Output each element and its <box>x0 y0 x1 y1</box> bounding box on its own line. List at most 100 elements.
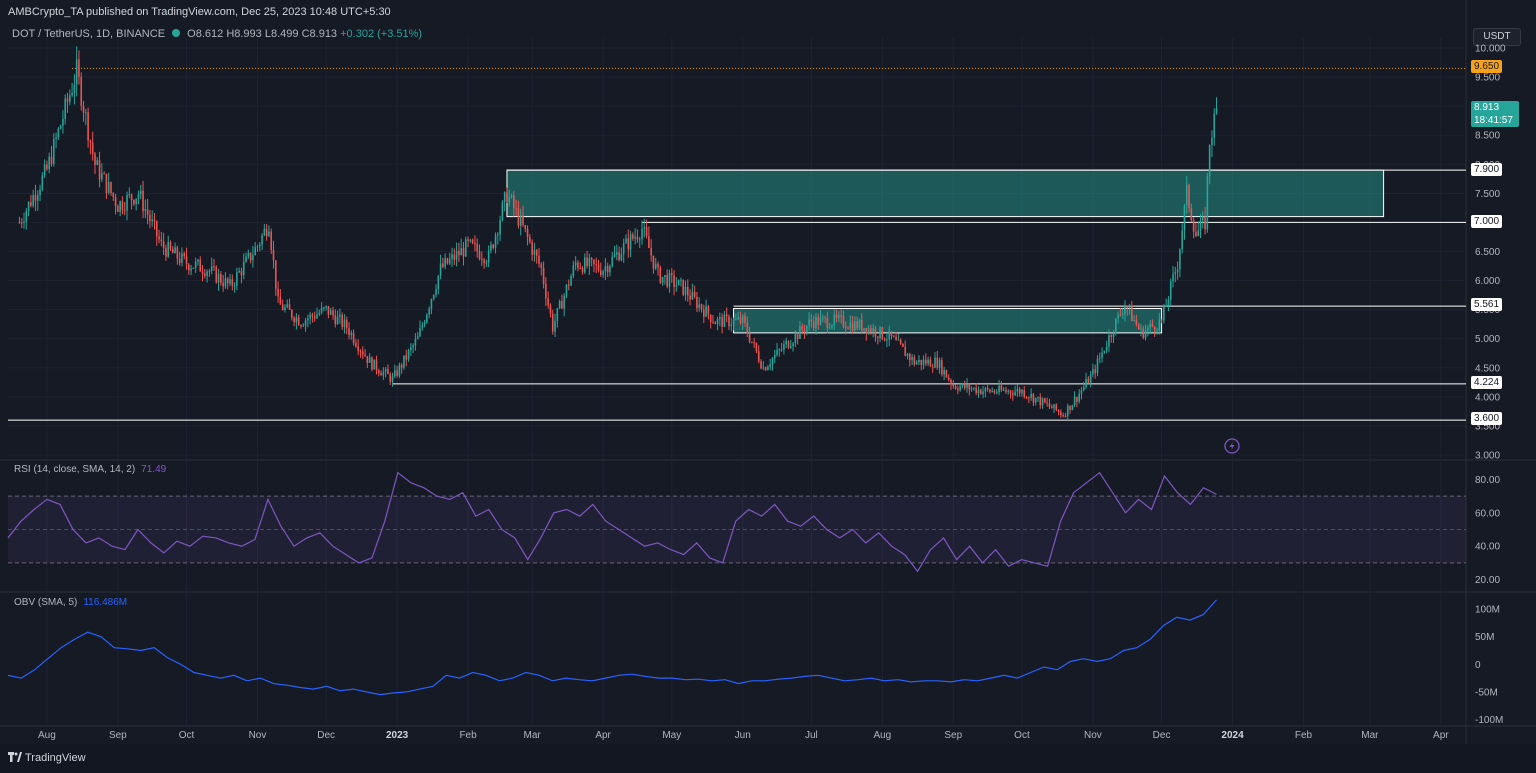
candle-body <box>1069 405 1071 410</box>
candle-body <box>460 248 462 256</box>
candle-body <box>158 236 160 240</box>
time-axis-tick-label: Mar <box>524 730 542 741</box>
candle-body <box>119 201 121 212</box>
price-axis[interactable]: 10.0009.5009.0008.5008.0007.5007.0006.50… <box>1475 44 1506 726</box>
price-axis-tick-label: 3.000 <box>1475 451 1500 462</box>
candle-body <box>1014 391 1016 396</box>
candle-body <box>382 371 385 376</box>
candle-body <box>776 349 778 356</box>
candle-body <box>1078 393 1080 402</box>
candle-body <box>943 370 945 375</box>
candle-body <box>1060 411 1062 416</box>
time-axis-tick-label: Apr <box>595 730 611 741</box>
candle-body <box>915 362 918 365</box>
candle-body <box>767 366 769 371</box>
candle-body <box>503 192 506 203</box>
candle-body <box>1092 369 1094 375</box>
candle-body <box>149 215 151 222</box>
candle-body <box>368 357 371 363</box>
candle-body <box>371 357 373 370</box>
candle-body <box>799 326 801 339</box>
flash-icon[interactable] <box>1224 438 1240 454</box>
candle-body <box>959 386 961 391</box>
candle-body <box>270 231 273 250</box>
candle-body <box>892 336 895 338</box>
candle-body <box>394 370 396 377</box>
candle-body <box>796 333 799 339</box>
candle-body <box>806 325 808 332</box>
candle-body <box>535 250 538 256</box>
candle-body <box>732 319 735 325</box>
candle-body <box>783 344 785 350</box>
candle-body <box>94 153 96 165</box>
candle-body <box>355 342 357 347</box>
candle-body <box>785 341 788 345</box>
candle-body <box>217 274 220 283</box>
candle-body <box>1046 402 1048 404</box>
candle-body <box>222 282 224 287</box>
candle-body <box>499 220 501 235</box>
time-axis-tick-label: Sep <box>944 730 962 741</box>
candle-body <box>803 330 806 332</box>
candle-body <box>824 317 826 319</box>
price-tag-7900: 7.900 <box>1471 163 1503 176</box>
candlestick-series <box>18 46 1218 422</box>
candle-body <box>375 359 378 371</box>
candle-body <box>194 261 197 268</box>
candle-body <box>725 314 728 317</box>
candle-body <box>890 331 893 337</box>
candle-body <box>986 388 989 390</box>
candle-body <box>931 366 934 368</box>
obv-legend-label[interactable]: OBV (SMA, 5) <box>14 597 78 608</box>
candle-body <box>68 95 71 102</box>
time-axis-tick-label: Nov <box>249 730 267 741</box>
candle-body <box>1062 415 1064 417</box>
candle-body <box>286 304 289 308</box>
candle-body <box>1005 389 1007 392</box>
candle-body <box>403 355 405 368</box>
rsi-axis-tick-label: 20.00 <box>1475 575 1500 586</box>
tradingview-logo[interactable]: TradingView <box>8 752 86 764</box>
candle-body <box>332 310 334 316</box>
candle-body <box>1094 369 1097 373</box>
time-axis-tick-label: 2024 <box>1221 730 1244 741</box>
candle-body <box>165 248 167 257</box>
candle-body <box>810 319 813 322</box>
candle-body <box>284 307 286 311</box>
candle-body <box>565 284 568 296</box>
candle-body <box>318 312 321 315</box>
time-axis-tick-label: Oct <box>179 730 195 741</box>
obv-axis-tick-label: -50M <box>1475 687 1498 698</box>
candle-body <box>867 327 870 334</box>
candle-body <box>606 266 609 273</box>
candle-body <box>684 286 687 295</box>
candle-body <box>1121 313 1124 315</box>
time-axis-tick-label: Aug <box>873 730 891 741</box>
symbol-name[interactable]: DOT / TetherUS, 1D, BINANCE <box>12 28 166 40</box>
candle-body <box>1172 273 1174 282</box>
rsi-legend-label[interactable]: RSI (14, close, SMA, 14, 2) <box>14 464 136 475</box>
candle-body <box>245 256 247 262</box>
chart-canvas[interactable]: 10.0009.5009.0008.5008.0007.5007.0006.50… <box>0 0 1536 744</box>
time-axis-tick-label: Feb <box>459 730 477 741</box>
candle-body <box>483 259 485 264</box>
candle-body <box>757 351 760 362</box>
candle-body <box>73 84 76 93</box>
candle-body <box>1153 326 1156 331</box>
candle-body <box>826 317 829 328</box>
candle-body <box>652 255 655 269</box>
candle-body <box>849 322 852 329</box>
candle-body <box>1183 205 1186 231</box>
candle-body <box>364 354 366 357</box>
candle-body <box>865 328 868 334</box>
time-axis[interactable]: Aug Sep Oct Nov Dec 2023 Feb Mar Apr May Jun Jul Aug… <box>38 730 1449 741</box>
price-axis-tick-label: 9.500 <box>1475 73 1500 84</box>
candle-body <box>613 254 616 257</box>
currency-label[interactable]: USDT <box>1473 28 1521 46</box>
candle-body <box>609 265 611 273</box>
candle-body <box>416 336 419 340</box>
candle-body <box>20 222 23 224</box>
candle-body <box>391 376 394 382</box>
candle-body <box>361 351 364 355</box>
candle-body <box>963 383 966 388</box>
